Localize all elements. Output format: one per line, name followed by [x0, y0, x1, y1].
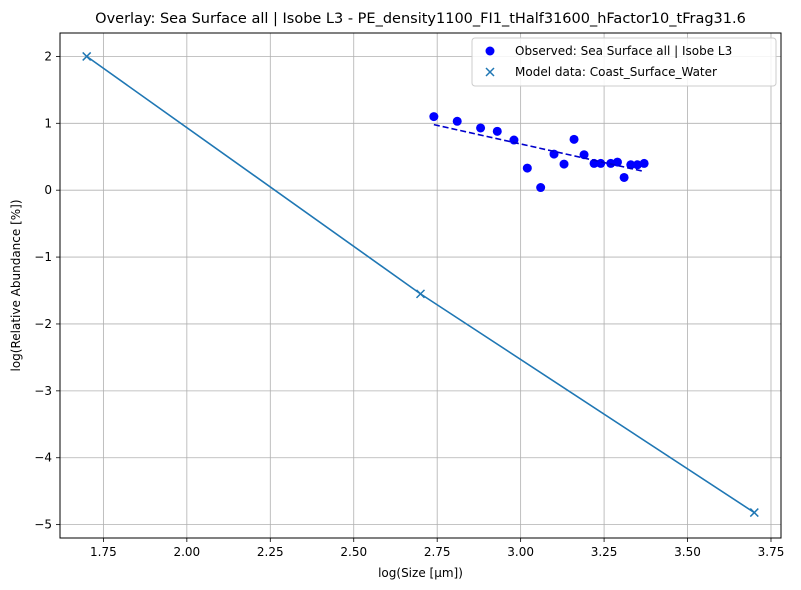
grid-lines	[60, 33, 781, 538]
x-tick-label: 3.25	[591, 545, 618, 559]
y-tick-label: 2	[44, 49, 52, 63]
x-axis-label: log(Size [µm])	[378, 566, 463, 580]
y-axis-ticks: 2 1 0 −1 −2 −3 −4 −5	[34, 49, 60, 532]
observed-point	[536, 183, 546, 193]
x-tick-label: 1.75	[90, 545, 117, 559]
y-axis-label: log(Relative Abundance [%])	[9, 199, 23, 371]
observed-point	[639, 158, 649, 168]
model-x-marker	[749, 508, 759, 518]
y-tick-label: −5	[34, 518, 52, 532]
x-tick-label: 2.75	[424, 545, 451, 559]
legend-x-marker	[485, 67, 495, 77]
observed-point	[619, 172, 629, 182]
chart-title: Overlay: Sea Surface all | Isobe L3 - PE…	[95, 11, 746, 27]
y-tick-label: 0	[44, 183, 52, 197]
series-layer	[82, 51, 759, 518]
observed-point	[549, 149, 559, 159]
y-tick-label: 1	[44, 116, 52, 130]
y-tick-label: −2	[34, 317, 52, 331]
y-tick-label: −4	[34, 451, 52, 465]
observed-point	[569, 134, 579, 144]
legend-label: Model data: Coast_Surface_Water	[515, 65, 717, 79]
legend-dot-marker	[485, 46, 495, 56]
observed-fit-line	[433, 123, 645, 173]
observed-point	[452, 116, 462, 126]
observed-point	[522, 163, 532, 173]
x-tick-label: 3.00	[507, 545, 534, 559]
y-tick-label: −3	[34, 384, 52, 398]
x-tick-label: 2.50	[340, 545, 367, 559]
observed-point	[429, 112, 439, 122]
y-tick-label: −1	[34, 250, 52, 264]
observed-point	[476, 123, 486, 133]
observed-point	[626, 160, 636, 170]
observed-point	[632, 160, 642, 170]
legend-label: Observed: Sea Surface all | Isobe L3	[515, 44, 732, 58]
legend-box	[471, 37, 777, 87]
observed-point	[559, 159, 569, 169]
x-tick-label: 2.00	[173, 545, 200, 559]
model-x-marker	[82, 51, 92, 61]
model-x-marker	[415, 289, 426, 299]
x-axis-ticks: 1.75 2.00 2.25 2.50 2.75 3.00 3.25 3.50 3.75	[90, 538, 784, 559]
legend: Observed: Sea Surface all | Isobe L3 Mode…	[471, 37, 777, 87]
observed-point	[596, 158, 606, 168]
observed-point	[579, 150, 589, 160]
x-tick-label: 2.25	[257, 545, 284, 559]
x-tick-label: 3.50	[674, 545, 701, 559]
observed-point	[492, 126, 502, 136]
plot-frame	[59, 32, 782, 539]
x-tick-label: 3.75	[758, 545, 785, 559]
